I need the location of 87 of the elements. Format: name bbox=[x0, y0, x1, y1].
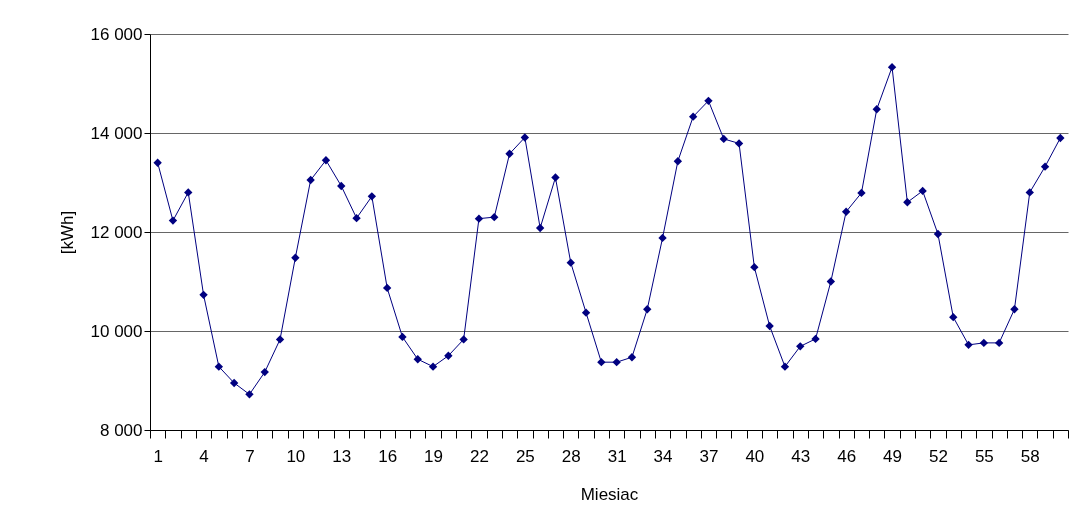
point bbox=[367, 192, 377, 201]
point bbox=[887, 62, 897, 72]
point bbox=[474, 214, 484, 223]
point bbox=[459, 335, 468, 344]
x-tick-label: 1 bbox=[153, 446, 163, 466]
point bbox=[811, 334, 820, 344]
point bbox=[566, 258, 575, 267]
point bbox=[581, 308, 591, 317]
y-axis-title: [kWh] bbox=[57, 210, 77, 255]
point bbox=[994, 338, 1004, 348]
point bbox=[857, 188, 866, 198]
point bbox=[535, 223, 545, 233]
point bbox=[184, 188, 193, 197]
point bbox=[719, 134, 728, 144]
point bbox=[918, 186, 927, 196]
x-tick-label: 13 bbox=[332, 446, 352, 466]
point bbox=[291, 253, 300, 262]
point bbox=[490, 212, 499, 222]
x-tick-label: 40 bbox=[745, 446, 765, 466]
x-tick-label: 55 bbox=[974, 446, 994, 466]
x-tick-label: 43 bbox=[791, 446, 811, 466]
point bbox=[643, 305, 652, 314]
point bbox=[658, 233, 667, 243]
point bbox=[168, 216, 178, 225]
point bbox=[199, 290, 208, 300]
y-tick-label: 16 000 bbox=[90, 24, 143, 44]
x-tick-label: 19 bbox=[424, 446, 444, 466]
point bbox=[964, 340, 973, 350]
point bbox=[382, 283, 392, 293]
point bbox=[275, 335, 285, 344]
point bbox=[750, 262, 759, 272]
point bbox=[949, 312, 958, 322]
y-tick-label: 8 000 bbox=[99, 420, 143, 440]
point bbox=[688, 112, 698, 121]
x-tick-label: 58 bbox=[1020, 446, 1040, 466]
point bbox=[765, 321, 774, 331]
point bbox=[444, 351, 453, 360]
point bbox=[1025, 188, 1034, 197]
point bbox=[597, 358, 606, 367]
point bbox=[229, 378, 239, 388]
point bbox=[841, 207, 851, 216]
point bbox=[428, 362, 438, 371]
point bbox=[796, 342, 805, 351]
point bbox=[826, 277, 836, 286]
x-tick-label: 4 bbox=[199, 446, 209, 466]
point bbox=[306, 175, 315, 185]
x-tick-label: 16 bbox=[378, 446, 398, 466]
point bbox=[505, 149, 514, 158]
point bbox=[979, 338, 989, 348]
x-tick-label: 46 bbox=[837, 446, 857, 466]
point bbox=[398, 332, 407, 342]
point bbox=[260, 367, 269, 377]
x-axis-title: Miesiac bbox=[580, 484, 639, 504]
point bbox=[1010, 305, 1019, 314]
point bbox=[551, 173, 560, 182]
point bbox=[337, 181, 346, 191]
point bbox=[352, 213, 361, 223]
point bbox=[1056, 133, 1065, 143]
x-tick-label: 25 bbox=[515, 446, 535, 466]
point bbox=[321, 156, 331, 165]
point bbox=[612, 358, 621, 367]
point bbox=[780, 362, 790, 371]
x-tick-label: 49 bbox=[883, 446, 903, 466]
x-tick-label: 28 bbox=[561, 446, 581, 466]
y-tick-label: 14 000 bbox=[90, 123, 143, 143]
point bbox=[413, 355, 422, 364]
y-tick-label: 12 000 bbox=[90, 222, 143, 242]
point bbox=[520, 133, 530, 142]
point bbox=[872, 105, 881, 114]
x-tick-label: 7 bbox=[245, 446, 255, 466]
x-tick-label: 52 bbox=[928, 446, 948, 466]
y-tick-label: 10 000 bbox=[90, 321, 143, 341]
point bbox=[153, 158, 162, 167]
point bbox=[933, 229, 943, 239]
x-tick-label: 31 bbox=[607, 446, 627, 466]
x-tick-label: 37 bbox=[699, 446, 719, 466]
point bbox=[734, 139, 744, 148]
x-tick-label: 22 bbox=[469, 446, 489, 466]
x-tick-label: 34 bbox=[653, 446, 673, 466]
point bbox=[704, 96, 713, 106]
x-tick-label: 10 bbox=[286, 446, 306, 466]
point bbox=[673, 157, 683, 166]
point bbox=[245, 390, 254, 399]
point bbox=[1040, 162, 1050, 171]
point bbox=[214, 362, 224, 371]
point bbox=[903, 198, 912, 207]
point bbox=[627, 353, 637, 362]
